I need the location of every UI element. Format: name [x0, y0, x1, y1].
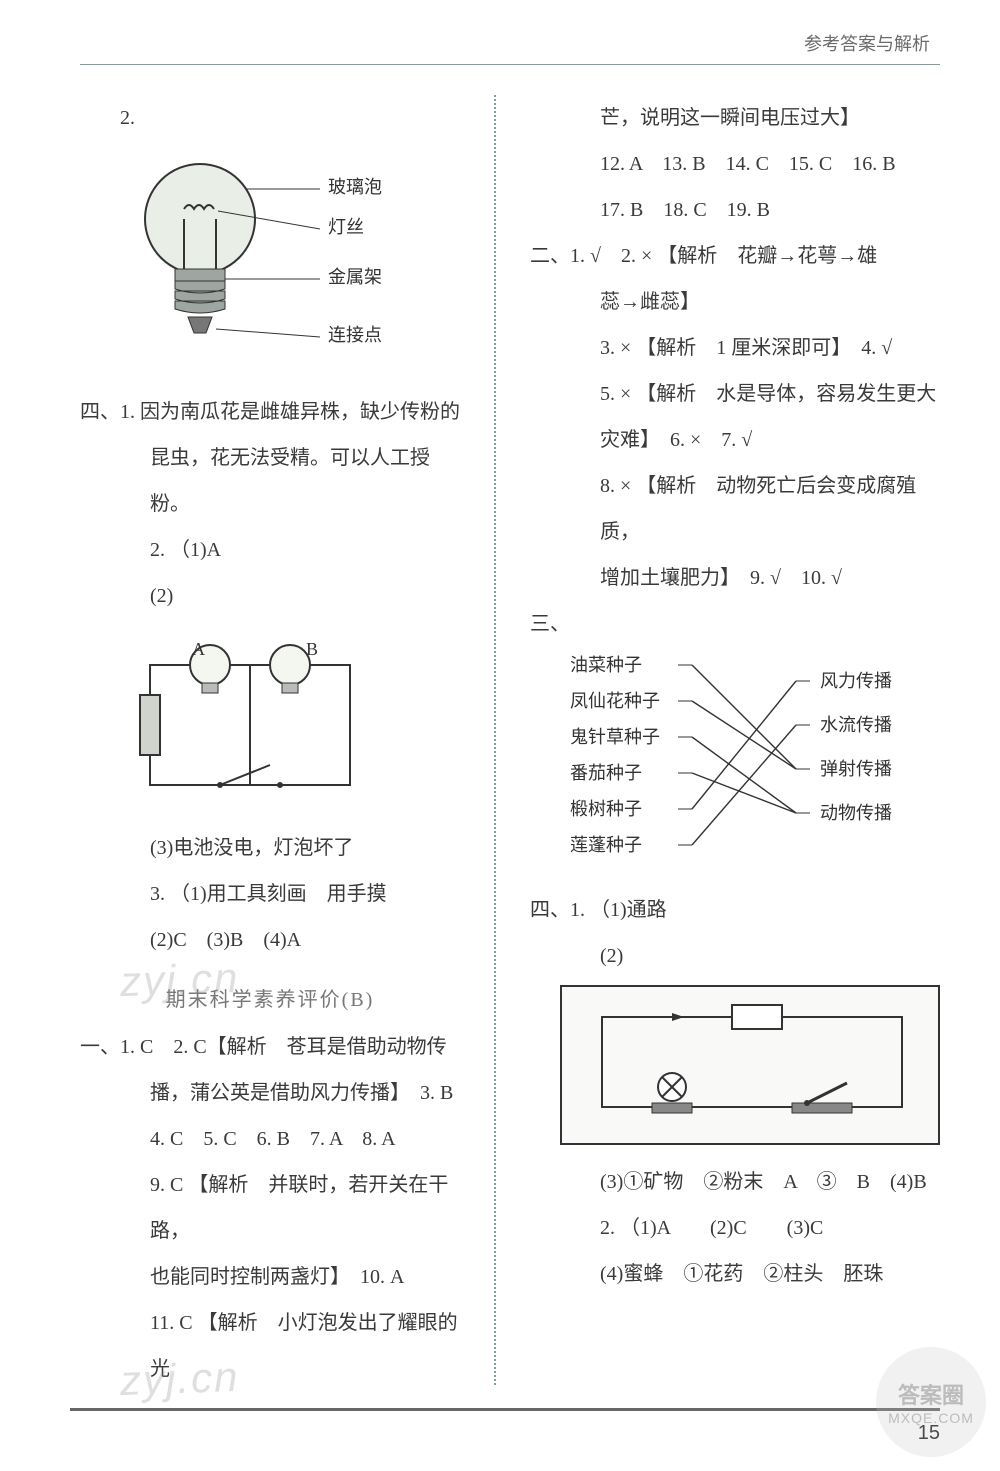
left-column: 2.	[80, 95, 460, 1385]
header-title: 参考答案与解析	[804, 34, 930, 54]
bulb-label-contact: 连接点	[328, 325, 382, 345]
p1-l4a: 9. C 【解析 并联时，若开关在干路，	[80, 1162, 460, 1254]
bulb-label-filament: 灯丝	[328, 217, 364, 237]
p2-l3b: 灾难】 6. × 7. √	[530, 417, 940, 463]
s4-q2: 2. （1)A	[80, 527, 460, 573]
p2-l4b: 增加土壤肥力】 9. √ 10. √	[530, 555, 940, 601]
p1-l6: 芒，说明这一瞬间电压过大】	[530, 95, 940, 141]
svg-text:莲蓬种子: 莲蓬种子	[570, 835, 642, 855]
s4-q1a: 1. 因为南瓜花是雌雄异株，缺少传粉的	[120, 401, 460, 423]
r4-q2-1: 2. （1)A (2)C (3)C	[530, 1205, 940, 1251]
svg-text:弹射传播: 弹射传播	[820, 759, 892, 779]
matching-figure: 油菜种子凤仙花种子鬼针草种子番茄种子椴树种子莲蓬种子 风力传播水流传播弹射传播动物…	[560, 647, 920, 877]
p1-l8: 17. B 18. C 19. B	[530, 187, 940, 233]
r4-q1-2: (2)	[530, 933, 940, 979]
circuit-figure: A B	[120, 625, 380, 815]
circuit2-figure	[560, 985, 940, 1145]
s4-q3-ans: (2)C (3)B (4)A	[80, 917, 460, 963]
svg-text:鬼针草种子: 鬼针草种子	[570, 727, 660, 747]
s4-q2-3: (3)电池没电，灯泡坏了	[80, 825, 460, 871]
section-4r: 四、1. （1)通路	[530, 887, 940, 933]
s4-q1b: 昆虫，花无法受精。可以人工授粉。	[80, 435, 460, 527]
exam-title: 期末科学素养评价(B)	[80, 983, 460, 1012]
section-2: 二、1. √ 2. × 【解析 花瓣→花萼→雄	[530, 233, 940, 279]
r4-q1-3: (3)①矿物 ②粉末 A ③ B (4)B	[530, 1159, 940, 1205]
page: 参考答案与解析 2.	[0, 0, 1000, 1471]
page-number: 15	[918, 1422, 940, 1445]
p1-l5: 11. C 【解析 小灯泡发出了耀眼的光	[80, 1300, 460, 1392]
sec4r-num: 四、	[530, 887, 570, 933]
r4-q2-4: (4)蜜蜂 ①花药 ②柱头 胚珠	[530, 1251, 940, 1297]
footer-rule	[70, 1408, 940, 1411]
sec1-num: 一、	[80, 1024, 120, 1070]
p2-l3a: 5. × 【解析 水是导体，容易发生更大	[530, 371, 940, 417]
s4-q3-1: 3. （1)用工具刻画 用手摸	[80, 871, 460, 917]
s4-q2-2: (2)	[80, 573, 460, 619]
section-3: 三、	[530, 601, 940, 647]
p1-l3: 4. C 5. C 6. B 7. A 8. A	[80, 1116, 460, 1162]
r4-q1-1: 1. （1)通路	[570, 899, 667, 921]
p2-l1a: 1. √ 2. × 【解析 花瓣→花萼→雄	[570, 245, 877, 267]
p1-l1: 1. C 2. C【解析 苍耳是借助动物传	[120, 1036, 447, 1058]
sec4-num: 四、	[80, 389, 120, 435]
svg-text:凤仙花种子: 凤仙花种子	[570, 691, 660, 711]
svg-text:动物传播: 动物传播	[820, 803, 892, 823]
p1-l2: 播，蒲公英是借助风力传播】 3. B	[80, 1070, 460, 1116]
svg-text:B: B	[306, 639, 318, 659]
right-column: 芒，说明这一瞬间电压过大】 12. A 13. B 14. C 15. C 16…	[530, 95, 940, 1385]
columns: 2.	[80, 95, 940, 1385]
page-header: 参考答案与解析	[80, 30, 940, 56]
header-rule	[80, 64, 940, 65]
p2-l1b: 蕊→雌蕊】	[530, 279, 940, 325]
q2-label: 2.	[80, 95, 460, 141]
p2-l2: 3. × 【解析 1 厘米深即可】 4. √	[530, 325, 940, 371]
p1-l4b: 也能同时控制两盏灯】 10. A	[80, 1254, 460, 1300]
sec3-num: 三、	[530, 601, 570, 647]
bulb-figure: 玻璃泡 灯丝 金属架 连接点	[120, 149, 420, 369]
svg-text:风力传播: 风力传播	[820, 671, 892, 691]
svg-text:番茄种子: 番茄种子	[570, 763, 642, 783]
p1-l7: 12. A 13. B 14. C 15. C 16. B	[530, 141, 940, 187]
svg-text:A: A	[192, 639, 205, 659]
svg-text:椴树种子: 椴树种子	[570, 799, 642, 819]
section-1: 一、1. C 2. C【解析 苍耳是借助动物传	[80, 1024, 460, 1070]
svg-text:水流传播: 水流传播	[820, 715, 892, 735]
section-4: 四、1. 因为南瓜花是雌雄异株，缺少传粉的	[80, 389, 460, 435]
svg-text:油菜种子: 油菜种子	[570, 655, 642, 675]
bulb-label-glass: 玻璃泡	[328, 177, 382, 197]
p2-l4a: 8. × 【解析 动物死亡后会变成腐殖质，	[530, 463, 940, 555]
sec2-num: 二、	[530, 233, 570, 279]
column-divider	[494, 95, 496, 1385]
bulb-label-frame: 金属架	[328, 267, 382, 287]
